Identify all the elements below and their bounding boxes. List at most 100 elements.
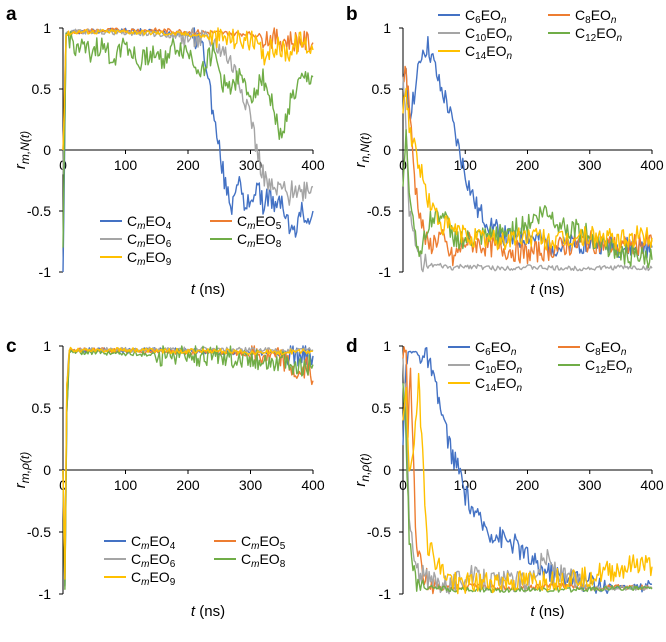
legend-label: C14EOn — [475, 375, 522, 394]
legend-label: CmEO4 — [131, 533, 176, 552]
series-line-c-1 — [62, 345, 314, 587]
legend-entry: CmEO6 — [100, 231, 172, 250]
series-line-b-4 — [402, 129, 653, 269]
x-tick-label: 300 — [578, 157, 602, 173]
x-axis-label: t (ns) — [191, 603, 225, 620]
series-line-d-5 — [402, 372, 653, 595]
y-axis-label: rn,ρ(t) — [352, 453, 372, 486]
legend-entry: C10EOn — [438, 25, 512, 44]
panel-letter: c — [6, 336, 17, 357]
legend-label: CmEO6 — [127, 231, 172, 250]
legend-label: CmEO8 — [241, 551, 286, 570]
series-line-a-5 — [62, 27, 314, 151]
series-line-a-4 — [62, 30, 314, 248]
y-tick-label: 1 — [383, 338, 391, 354]
legend-entry: C6EOn — [448, 339, 517, 358]
legend-entry: C12EOn — [548, 25, 622, 44]
legend-entry: C10EOn — [448, 357, 522, 376]
legend-label: C12EOn — [575, 25, 622, 44]
x-tick-label: 200 — [176, 477, 200, 493]
y-tick-label: 0 — [383, 142, 391, 158]
legend-label: C10EOn — [475, 357, 522, 376]
panel-letter: d — [346, 336, 358, 357]
y-tick-label: -1 — [379, 264, 392, 280]
x-tick-label: 400 — [301, 477, 325, 493]
legend-label: C6EOn — [465, 7, 507, 26]
legend-label: CmEO6 — [131, 551, 176, 570]
y-axis-label: rn,N(t) — [352, 132, 372, 167]
y-tick-label: -0.5 — [27, 524, 51, 540]
y-tick-label: -1 — [39, 586, 52, 602]
y-tick-label: 0 — [43, 462, 51, 478]
legend-label: C10EOn — [465, 25, 512, 44]
legend-entry: C14EOn — [438, 43, 512, 62]
y-tick-label: 0.5 — [372, 400, 392, 416]
y-tick-label: 0.5 — [32, 81, 52, 97]
x-tick-label: 200 — [176, 157, 200, 173]
x-tick-label: 0 — [399, 157, 407, 173]
legend-entry: C8EOn — [558, 339, 627, 358]
series-line-a-3 — [62, 27, 314, 206]
x-axis-label: t (ns) — [530, 603, 564, 620]
legend-entry: C14EOn — [448, 375, 522, 394]
legend-entry: C6EOn — [438, 7, 507, 26]
legend-entry: CmEO9 — [104, 569, 176, 588]
y-tick-label: -1 — [39, 264, 52, 280]
y-tick-label: -0.5 — [27, 203, 51, 219]
series-line-b-5 — [402, 87, 653, 253]
legend-entry: CmEO9 — [100, 249, 172, 268]
y-tick-label: 0 — [43, 142, 51, 158]
y-tick-label: -0.5 — [367, 524, 391, 540]
y-axis-label: rm,ρ(t) — [12, 452, 32, 489]
legend-label: CmEO9 — [131, 569, 176, 588]
legend-entry: CmEO8 — [210, 231, 282, 250]
x-tick-label: 100 — [454, 477, 478, 493]
legend-label: CmEO4 — [127, 213, 172, 232]
panel-d: d 1 0.5 0 -0.5 -1 0 100 200 300 400 t (ns) rn,ρ(t) C6… — [346, 336, 664, 620]
legend-label: CmEO8 — [237, 231, 282, 250]
x-tick-label: 400 — [301, 157, 325, 173]
panel-letter: a — [6, 4, 17, 25]
x-tick-label: 100 — [114, 477, 138, 493]
legend-label: CmEO5 — [237, 213, 282, 232]
x-tick-label: 400 — [640, 157, 664, 173]
x-tick-label: 100 — [454, 157, 478, 173]
legend-label: CmEO9 — [127, 249, 172, 268]
legend-label: C14EOn — [465, 43, 512, 62]
legend-entry: C8EOn — [548, 7, 617, 26]
x-tick-label: 200 — [516, 157, 540, 173]
y-tick-label: 1 — [383, 20, 391, 36]
legend-entry: CmEO6 — [104, 551, 176, 570]
x-tick-label: 300 — [239, 477, 263, 493]
panel-letter: b — [346, 4, 358, 25]
y-tick-label: 1 — [43, 338, 51, 354]
y-tick-label: -1 — [379, 586, 392, 602]
legend-entry: CmEO4 — [104, 533, 176, 552]
x-tick-label: 400 — [640, 477, 664, 493]
series-line-b-2 — [402, 65, 653, 267]
y-tick-label: 1 — [43, 20, 51, 36]
series-line-d-4 — [402, 383, 653, 594]
legend-label: C6EOn — [475, 339, 517, 358]
legend-label: C8EOn — [585, 339, 627, 358]
x-axis-label: t (ns) — [530, 281, 564, 298]
x-tick-label: 200 — [516, 477, 540, 493]
x-tick-label: 0 — [399, 477, 407, 493]
series-line-b-3 — [402, 76, 653, 273]
legend-entry: CmEO4 — [100, 213, 172, 232]
series-line-d-1 — [402, 347, 653, 594]
series-line-c-4 — [62, 345, 314, 590]
y-tick-label: 0.5 — [32, 400, 52, 416]
legend-label: C8EOn — [575, 7, 617, 26]
legend-entry: CmEO5 — [214, 533, 286, 552]
legend-entry: C12EOn — [558, 357, 632, 376]
legend-label: C12EOn — [585, 357, 632, 376]
y-tick-label: 0 — [383, 462, 391, 478]
panel-b: b 1 0.5 0 -0.5 -1 0 100 200 300 400 t (ns) rn,N(t) C6… — [346, 4, 664, 298]
x-axis-label: t (ns) — [191, 281, 225, 298]
legend-entry: CmEO5 — [210, 213, 282, 232]
x-tick-label: 300 — [578, 477, 602, 493]
